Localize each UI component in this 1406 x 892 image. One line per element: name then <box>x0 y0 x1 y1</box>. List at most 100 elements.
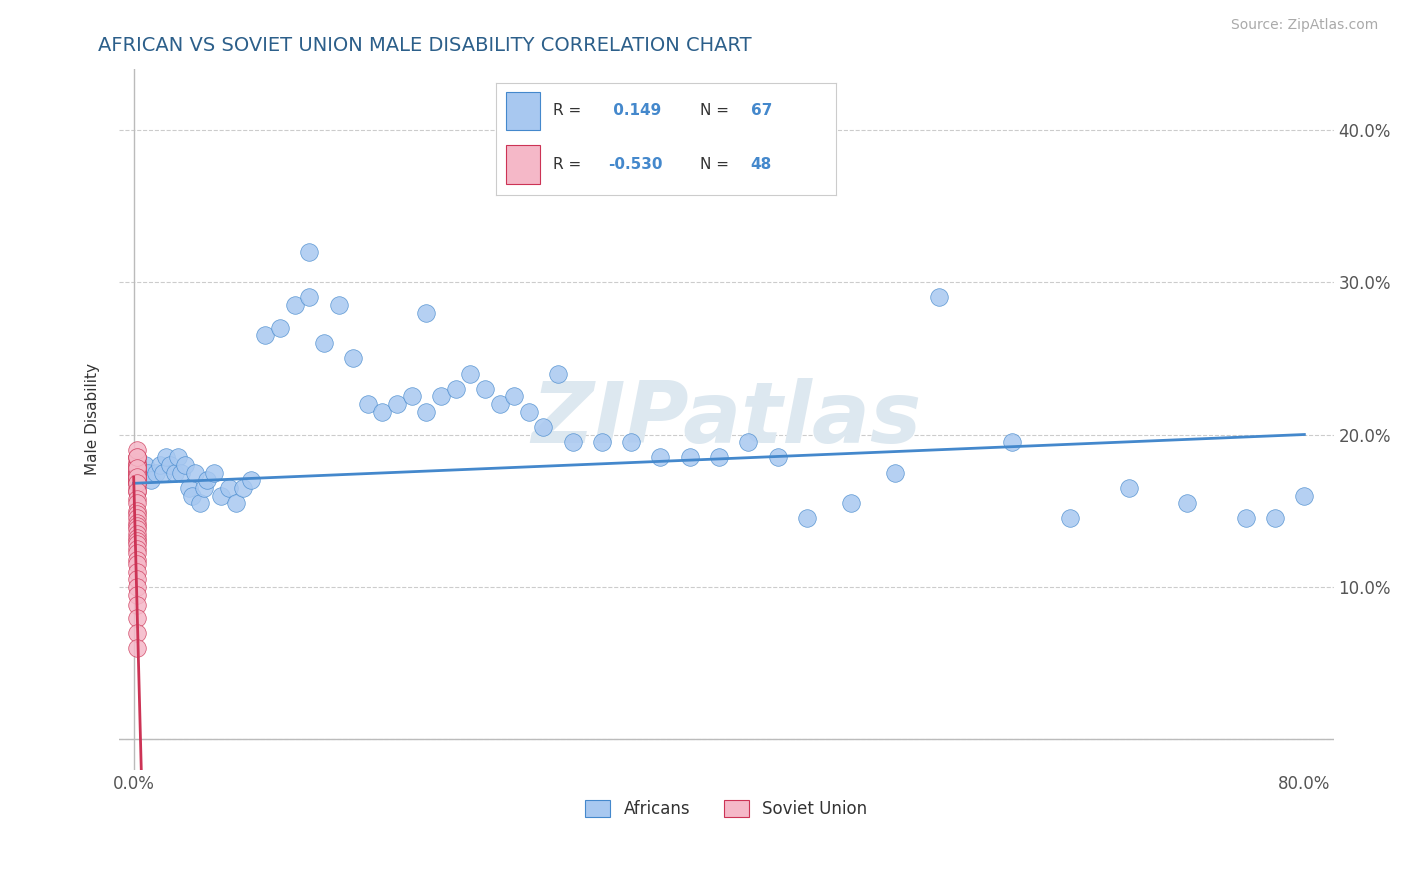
Point <box>202 466 225 480</box>
Point <box>179 481 201 495</box>
Point <box>357 397 380 411</box>
Point <box>195 473 218 487</box>
Point <box>125 473 148 487</box>
Point <box>125 485 148 500</box>
Point <box>125 610 148 624</box>
Point <box>152 466 174 480</box>
Point <box>125 541 148 556</box>
Point <box>239 473 262 487</box>
Point <box>174 458 197 472</box>
Point <box>159 458 181 472</box>
Point <box>503 389 526 403</box>
Point <box>125 461 148 475</box>
Point <box>125 580 148 594</box>
Point <box>125 462 148 476</box>
Point <box>766 450 789 465</box>
Point <box>737 435 759 450</box>
Point <box>1118 481 1140 495</box>
Point <box>533 420 555 434</box>
Point <box>188 496 211 510</box>
Point <box>125 466 148 480</box>
Point <box>125 496 148 510</box>
Point <box>149 458 172 472</box>
Point <box>218 481 240 495</box>
Point <box>1001 435 1024 450</box>
Point <box>125 461 148 475</box>
Point <box>1234 511 1257 525</box>
Text: AFRICAN VS SOVIET UNION MALE DISABILITY CORRELATION CHART: AFRICAN VS SOVIET UNION MALE DISABILITY … <box>98 36 752 54</box>
Point <box>620 435 643 450</box>
Point <box>517 404 540 418</box>
Point <box>166 450 188 465</box>
Point <box>561 435 583 450</box>
Point <box>284 298 307 312</box>
Y-axis label: Male Disability: Male Disability <box>86 363 100 475</box>
Point <box>125 476 148 491</box>
Point <box>125 470 148 484</box>
Point <box>125 511 148 525</box>
Point <box>547 367 569 381</box>
Point <box>145 466 167 480</box>
Point <box>125 458 148 472</box>
Point <box>342 351 364 366</box>
Point <box>415 305 437 319</box>
Point <box>184 466 207 480</box>
Point <box>298 290 321 304</box>
Point <box>591 435 613 450</box>
Point <box>312 336 335 351</box>
Point <box>254 328 277 343</box>
Point <box>474 382 496 396</box>
Point <box>125 481 148 495</box>
Point <box>163 466 186 480</box>
Point <box>125 450 148 465</box>
Point <box>125 450 148 465</box>
Point <box>488 397 510 411</box>
Legend: Africans, Soviet Union: Africans, Soviet Union <box>579 793 875 825</box>
Point <box>125 557 148 571</box>
Point <box>298 244 321 259</box>
Point <box>136 466 159 480</box>
Point <box>181 489 204 503</box>
Point <box>125 588 148 602</box>
Point <box>169 466 191 480</box>
Point <box>125 537 148 551</box>
Point <box>1294 489 1316 503</box>
Point <box>883 466 905 480</box>
Point <box>125 468 148 483</box>
Point <box>371 404 394 418</box>
Point <box>125 450 148 465</box>
Point <box>328 298 350 312</box>
Point <box>125 466 148 480</box>
Point <box>125 473 148 487</box>
Point <box>125 466 148 480</box>
Point <box>125 522 148 536</box>
Point <box>125 526 148 541</box>
Point <box>415 404 437 418</box>
Point <box>125 565 148 579</box>
Point <box>385 397 408 411</box>
Point <box>928 290 950 304</box>
Text: ZIPatlas: ZIPatlas <box>531 377 921 461</box>
Point <box>232 481 254 495</box>
Point <box>125 531 148 545</box>
Point <box>141 473 163 487</box>
Point <box>125 458 148 472</box>
Point <box>1059 511 1081 525</box>
Point <box>125 599 148 613</box>
Point <box>125 516 148 530</box>
Point <box>125 455 148 469</box>
Point <box>401 389 423 403</box>
Point <box>1175 496 1198 510</box>
Text: Source: ZipAtlas.com: Source: ZipAtlas.com <box>1230 18 1378 32</box>
Point <box>134 458 156 472</box>
Point <box>155 450 177 465</box>
Point <box>125 519 148 533</box>
Point <box>125 476 148 491</box>
Point <box>129 466 152 480</box>
Point <box>125 476 148 491</box>
Point <box>1264 511 1286 525</box>
Point <box>796 511 818 525</box>
Point <box>125 640 148 655</box>
Point <box>225 496 247 510</box>
Point <box>269 320 291 334</box>
